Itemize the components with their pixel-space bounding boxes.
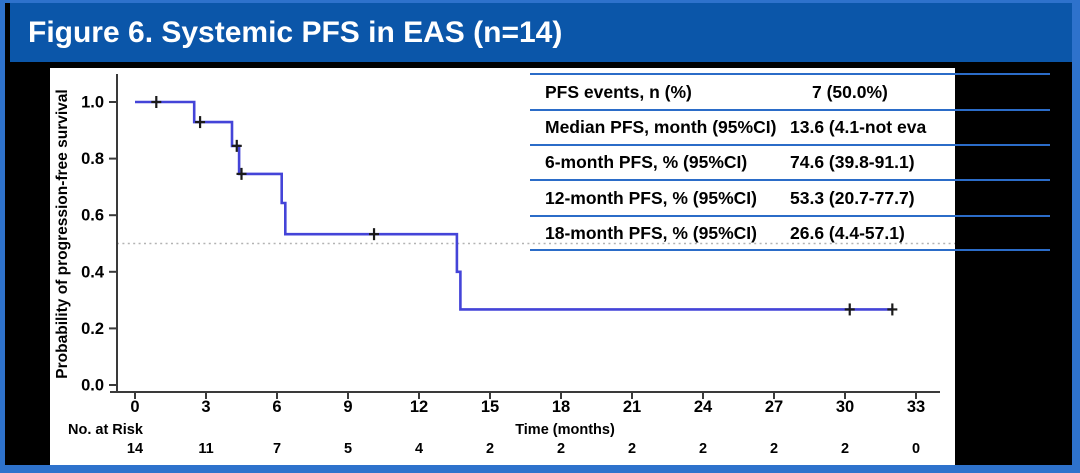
- n-at-risk-header: No. at Risk: [68, 422, 144, 438]
- kaplan-meier-chart: 1.00.80.60.40.20.00143116795124152182212…: [54, 74, 955, 457]
- stat-label: 12-month PFS, % (95%CI): [545, 187, 757, 208]
- slide-border-bottom: [0, 465, 1080, 473]
- stat-value: 13.6 (4.1-not eva: [790, 117, 927, 137]
- x-tick-label: 18: [552, 398, 570, 416]
- x-tick-label: 15: [481, 398, 499, 416]
- slide-border-top: [0, 0, 1080, 3]
- x-axis-title: Time (months): [515, 422, 615, 438]
- n-at-risk-value: 2: [770, 441, 778, 457]
- y-tick-label: 0.4: [81, 263, 105, 281]
- y-tick-label: 1.0: [81, 94, 104, 112]
- x-tick-label: 30: [836, 398, 854, 416]
- chart-panel: 1.0 0.8 0.6 0.4 0.2 0.0 0 14 3 11 6 7 9 5 12 4 15 2 18 2 21 2…: [50, 68, 955, 465]
- n-at-risk-value: 2: [841, 441, 849, 457]
- x-tick-label: 3: [201, 398, 210, 416]
- x-tick-label: 33: [907, 398, 925, 416]
- stat-row: 18-month PFS, % (95%CI) 26.6 (4.4-57.1): [530, 215, 1050, 250]
- slide-border-right: [1072, 0, 1080, 473]
- pfs-stats-table: PFS events, n (%) 7 (50.0%) Median PFS, mo…: [530, 73, 1050, 251]
- stat-value: 53.3 (20.7-77.7): [790, 187, 915, 208]
- x-tick-label: 27: [765, 398, 783, 416]
- n-at-risk-value: 11: [198, 441, 213, 457]
- n-at-risk-value: 4: [415, 441, 423, 457]
- y-tick-label: 0.8: [81, 150, 104, 168]
- n-at-risk-value: 2: [699, 441, 707, 457]
- x-tick-label: 0: [130, 398, 139, 416]
- x-tick-label: 6: [272, 398, 281, 416]
- title-bar: Figure 6. Systemic PFS in EAS (n=14): [10, 3, 1080, 62]
- n-at-risk-value: 14: [127, 441, 143, 457]
- n-at-risk-value: 5: [344, 441, 352, 457]
- stat-label: Median PFS, month (95%CI): [545, 117, 777, 137]
- slide-border-left: [0, 0, 5, 473]
- stat-value: 7 (50.0%): [812, 81, 888, 102]
- stat-row: Median PFS, month (95%CI) 13.6 (4.1-not e…: [530, 109, 1050, 144]
- n-at-risk-value: 0: [912, 441, 920, 457]
- n-at-risk-value: 2: [628, 441, 636, 457]
- stat-value: 26.6 (4.4-57.1): [790, 223, 905, 243]
- y-tick-label: 0.0: [81, 377, 104, 395]
- figure-title: Figure 6. Systemic PFS in EAS (n=14): [28, 15, 563, 49]
- x-tick-label: 9: [343, 398, 352, 416]
- x-tick-label: 12: [410, 398, 428, 416]
- n-at-risk-value: 7: [273, 441, 281, 457]
- stat-row: 6-month PFS, % (95%CI) 74.6 (39.8-91.1): [530, 144, 1050, 179]
- n-at-risk-value: 2: [557, 441, 565, 457]
- y-tick-label: 0.6: [81, 207, 104, 225]
- x-tick-label: 24: [694, 398, 713, 416]
- stat-label: 18-month PFS, % (95%CI): [545, 223, 757, 243]
- stat-value: 74.6 (39.8-91.1): [790, 152, 915, 172]
- x-tick-label: 21: [623, 398, 641, 416]
- y-tick-label: 0.2: [81, 320, 104, 338]
- y-axis-title: Probability of progression-free survival: [54, 89, 71, 378]
- stat-label: 6-month PFS, % (95%CI): [545, 152, 748, 172]
- table-bottom-line: [530, 249, 1050, 251]
- stat-label: PFS events, n (%): [545, 81, 692, 102]
- stat-row: 12-month PFS, % (95%CI) 53.3 (20.7-77.7): [530, 179, 1050, 215]
- n-at-risk-value: 2: [486, 441, 494, 457]
- stat-row: PFS events, n (%) 7 (50.0%): [530, 73, 1050, 109]
- survival-curve: [135, 100, 893, 311]
